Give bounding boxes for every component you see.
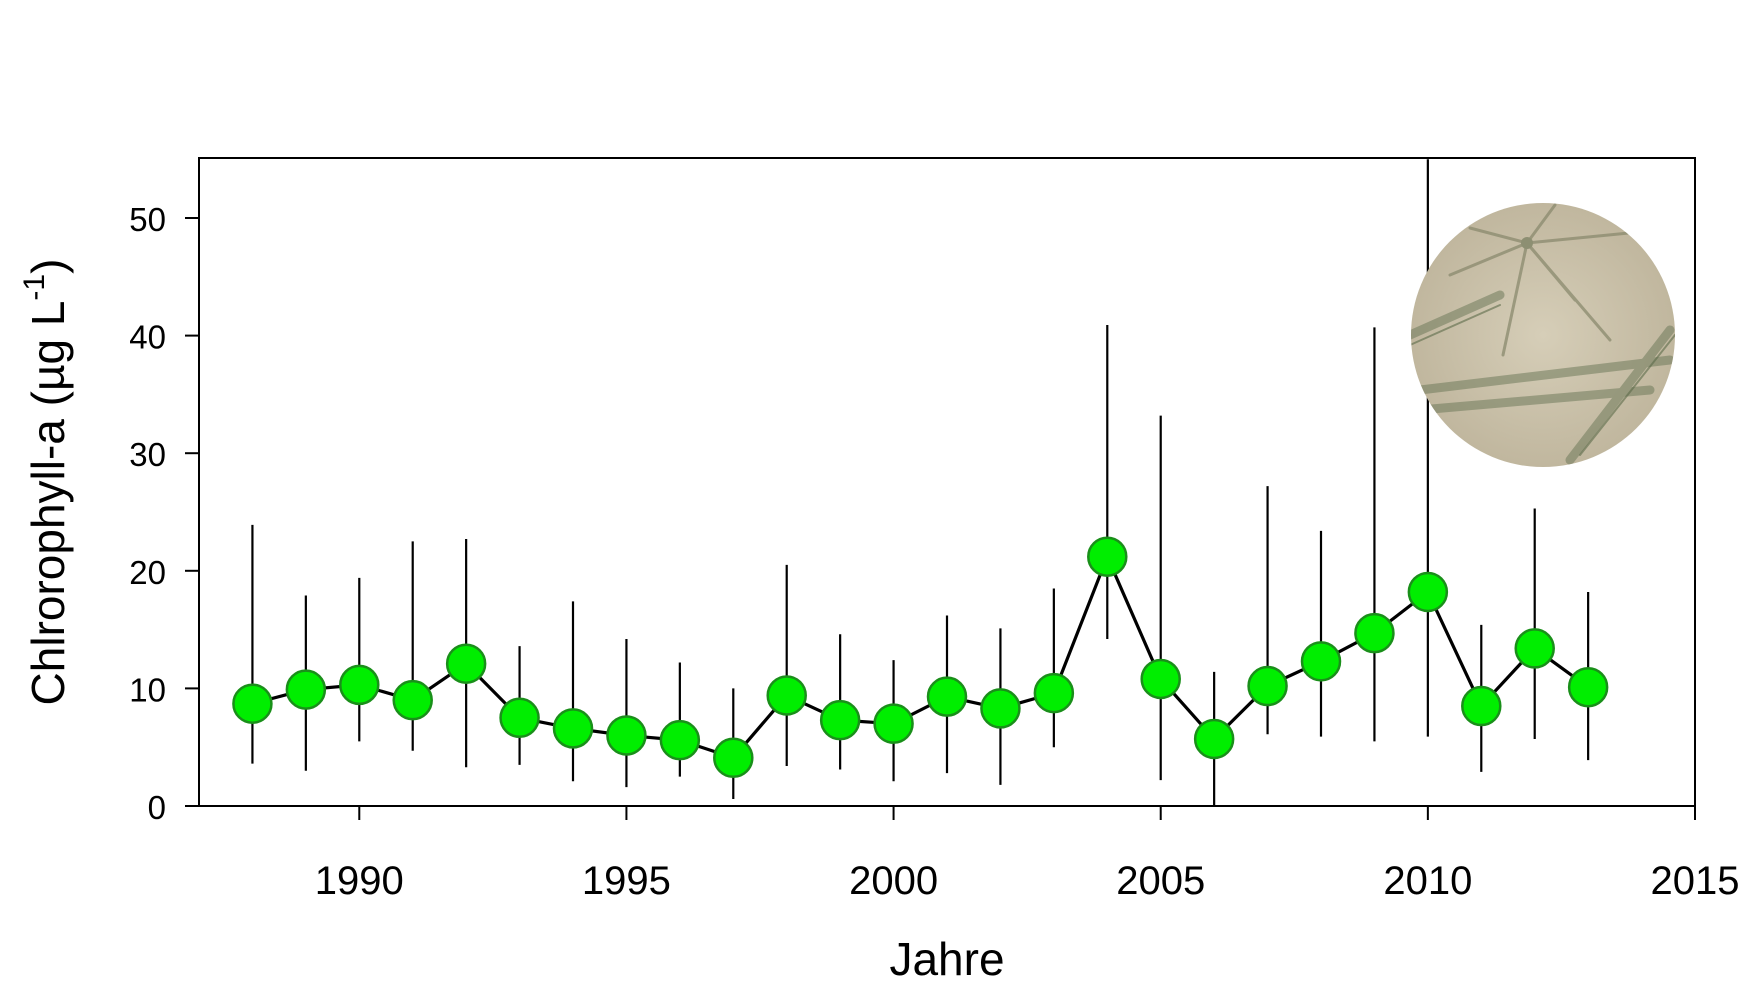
diatom-micrograph-image [1411,203,1675,467]
data-point [1514,628,1555,669]
x-tick-label: 1995 [582,859,671,903]
data-point [1461,685,1502,727]
data-points [232,536,1609,779]
data-point [339,664,380,706]
data-point [1033,672,1075,714]
y-tick-label: 50 [129,201,166,238]
data-point [980,688,1021,729]
data-point [285,669,327,710]
y-axis-title-main: Chlrorophyll-a (µg L [22,301,74,706]
y-tick-label: 30 [129,436,166,473]
data-point [392,679,433,721]
y-axis-title-superscript: -1 [18,274,51,301]
data-point [1407,571,1449,613]
data-point [819,699,861,741]
data-point [499,697,540,739]
y-axis-title-suffix: ) [22,259,74,274]
data-point [766,675,807,716]
data-point [1354,612,1395,654]
y-tick-label: 0 [148,789,166,826]
data-point [1140,658,1181,700]
y-tick-label: 10 [129,671,166,708]
x-tick-label: 2000 [849,859,938,903]
x-tick-label: 2005 [1116,859,1205,903]
y-axis: 0 10 20 30 40 50 [129,201,199,826]
data-point [1193,718,1235,760]
data-point [1300,641,1342,682]
y-tick-label: 20 [129,554,166,591]
data-point [232,683,273,724]
data-point [445,643,487,684]
y-tick-label: 40 [129,319,166,356]
plot-frame [198,157,1696,807]
data-point [606,715,647,756]
x-axis-title: Jahre [889,933,1004,985]
data-point [1247,665,1288,707]
data-point [659,719,701,761]
data-point [1567,666,1609,708]
x-tick-label: 2015 [1651,859,1740,903]
data-point [873,703,914,744]
x-tick-label: 2010 [1383,859,1472,903]
x-axis: 1990 1995 2000 2005 2010 2015 [315,806,1740,903]
data-point [713,737,754,779]
y-axis-title: Chlrorophyll-a (µg L-1) [18,259,74,706]
data-point [926,676,968,717]
data-point [552,708,594,749]
data-point [1087,536,1128,577]
x-tick-label: 1990 [315,859,404,903]
